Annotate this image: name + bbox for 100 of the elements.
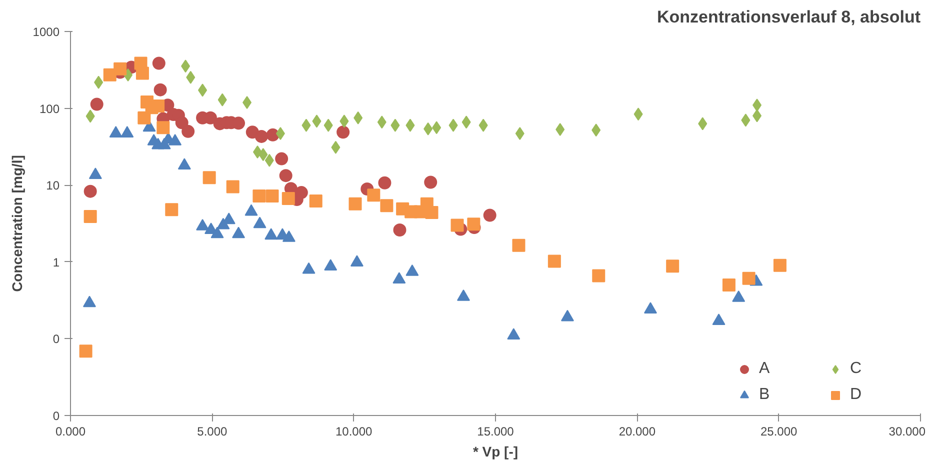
point — [226, 180, 240, 194]
point — [282, 230, 296, 242]
x-tick-label: 5.000 — [197, 424, 228, 438]
x-tick-label: 20.000 — [618, 424, 656, 438]
point — [165, 203, 178, 216]
point — [722, 278, 736, 292]
point — [483, 208, 496, 222]
point — [138, 111, 151, 124]
y-tick-label: 10 — [46, 178, 60, 193]
point — [462, 116, 471, 129]
point — [634, 108, 643, 121]
point — [154, 83, 167, 96]
point — [84, 184, 97, 198]
point — [406, 264, 419, 276]
point — [456, 289, 470, 301]
point — [309, 194, 322, 208]
point — [560, 310, 574, 322]
y-tick-label: 100 — [39, 102, 60, 116]
legend-label: B — [759, 386, 771, 404]
point — [331, 140, 340, 154]
point — [312, 114, 322, 128]
point — [242, 96, 252, 109]
x-tick-label: 30.000 — [888, 424, 926, 438]
point — [742, 272, 756, 285]
point — [348, 197, 362, 210]
point — [90, 98, 104, 111]
point — [548, 254, 561, 268]
point — [712, 314, 726, 325]
point — [86, 110, 95, 123]
point — [275, 152, 288, 166]
point — [448, 118, 458, 132]
point — [266, 128, 280, 142]
point — [294, 186, 308, 200]
point — [378, 176, 392, 190]
point — [258, 148, 268, 162]
point — [210, 226, 224, 238]
point — [276, 126, 285, 140]
point — [350, 255, 364, 267]
y-tick-label: 0 — [52, 409, 60, 423]
point — [264, 154, 274, 167]
point — [264, 228, 278, 240]
point — [279, 169, 292, 182]
point — [392, 272, 406, 284]
point — [302, 118, 311, 132]
point — [244, 204, 258, 216]
point — [340, 114, 349, 128]
legend-label: D — [850, 386, 863, 404]
point — [512, 238, 526, 252]
point — [732, 290, 746, 302]
point — [424, 122, 433, 136]
x-tick-label: 25.000 — [760, 424, 798, 438]
point — [152, 100, 165, 113]
point — [282, 192, 295, 205]
point — [94, 76, 104, 89]
point — [202, 171, 216, 184]
point — [232, 226, 246, 238]
point — [377, 116, 386, 129]
point — [152, 56, 166, 70]
point — [336, 126, 350, 139]
y-axis-title: Concentration [mg/l] — [8, 155, 25, 292]
point — [324, 259, 338, 271]
point — [266, 190, 279, 203]
point — [354, 111, 363, 124]
point — [181, 60, 190, 73]
chart-title: Konzentrationsverlauf 8, absolut — [656, 8, 921, 26]
point — [752, 98, 762, 112]
point — [592, 269, 606, 282]
point — [515, 126, 524, 140]
x-tick-label: 15.000 — [477, 424, 514, 438]
x-tick-label: 0.000 — [55, 424, 86, 438]
point — [196, 218, 210, 230]
point — [232, 116, 246, 130]
point — [666, 260, 680, 273]
point — [773, 258, 786, 272]
point — [406, 118, 415, 132]
point — [467, 218, 480, 231]
point — [182, 124, 195, 138]
point — [324, 118, 333, 132]
point — [186, 70, 196, 84]
point — [393, 224, 406, 237]
y-tick-label: 1 — [52, 255, 60, 270]
point — [425, 206, 438, 219]
point — [218, 93, 227, 106]
point — [82, 296, 96, 308]
point — [84, 210, 97, 224]
point — [592, 124, 601, 137]
x-axis-title: * Vp [-] — [472, 444, 518, 460]
point — [752, 109, 762, 122]
point — [741, 114, 750, 127]
point — [254, 130, 268, 143]
point — [175, 116, 188, 130]
point — [302, 262, 316, 274]
point — [252, 190, 266, 203]
point — [380, 199, 394, 212]
point — [424, 176, 438, 189]
x-tick-label: 10.000 — [335, 424, 373, 438]
point — [390, 118, 400, 132]
legend-label: C — [850, 360, 863, 378]
point — [136, 66, 149, 80]
point — [432, 121, 442, 134]
